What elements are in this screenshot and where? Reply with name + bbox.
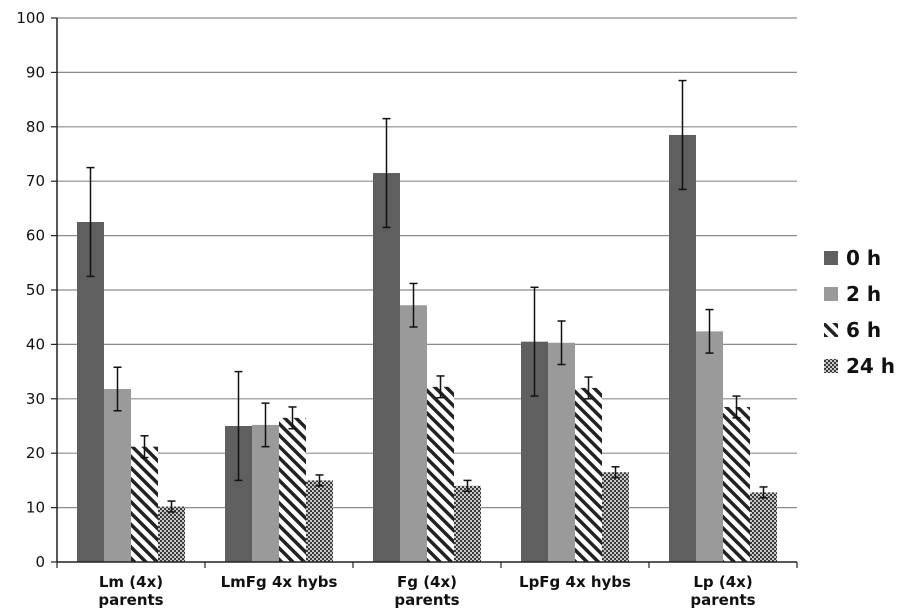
bar	[306, 480, 333, 562]
y-tick-label: 80	[26, 118, 45, 136]
legend: 0 h 2 h 6 h 24 h	[824, 246, 895, 378]
legend-label: 6 h	[846, 318, 881, 342]
bar	[454, 485, 481, 562]
legend-label: 0 h	[846, 246, 881, 270]
bar	[723, 406, 750, 562]
y-tick-label: 70	[26, 172, 45, 190]
x-category-label: Lp (4x)	[693, 573, 752, 591]
axes	[51, 17, 798, 568]
y-tick-label: 60	[26, 227, 45, 245]
y-tick-label: 10	[26, 499, 45, 517]
x-category-label: LmFg 4x hybs	[221, 573, 338, 591]
x-category-label: parents	[98, 591, 163, 609]
y-tick-label: 20	[26, 444, 45, 462]
legend-swatch	[824, 359, 838, 373]
bar	[77, 222, 104, 562]
legend-label: 2 h	[846, 282, 881, 306]
legend-label: 24 h	[846, 354, 895, 378]
y-tick-label: 0	[35, 553, 45, 571]
bar	[575, 387, 602, 562]
x-category-label: parents	[690, 591, 755, 609]
bar	[400, 305, 427, 562]
bar	[252, 424, 279, 562]
bar	[373, 173, 400, 563]
legend-swatch	[824, 287, 838, 301]
gridlines	[57, 17, 797, 509]
error-bars	[86, 79, 768, 513]
bar	[158, 506, 185, 562]
bar	[427, 386, 454, 562]
bars	[77, 134, 777, 563]
bar	[131, 446, 158, 562]
legend-swatch	[824, 323, 838, 337]
bar	[548, 342, 575, 562]
y-tick-label: 30	[26, 390, 45, 408]
y-tick-label: 90	[26, 63, 45, 81]
x-category-label: parents	[394, 591, 459, 609]
legend-swatch	[824, 251, 838, 265]
bar	[669, 134, 696, 562]
bar	[602, 472, 629, 562]
y-tick-label: 40	[26, 335, 45, 353]
bar	[696, 331, 723, 562]
x-category-label: LpFg 4x hybs	[519, 573, 631, 591]
bar	[750, 492, 777, 562]
x-category-label: Lm (4x)	[99, 573, 163, 591]
bar	[279, 417, 306, 562]
y-tick-label: 100	[16, 9, 45, 27]
x-category-label: Fg (4x)	[397, 573, 457, 591]
bar	[104, 389, 131, 562]
y-tick-label: 50	[26, 281, 45, 299]
